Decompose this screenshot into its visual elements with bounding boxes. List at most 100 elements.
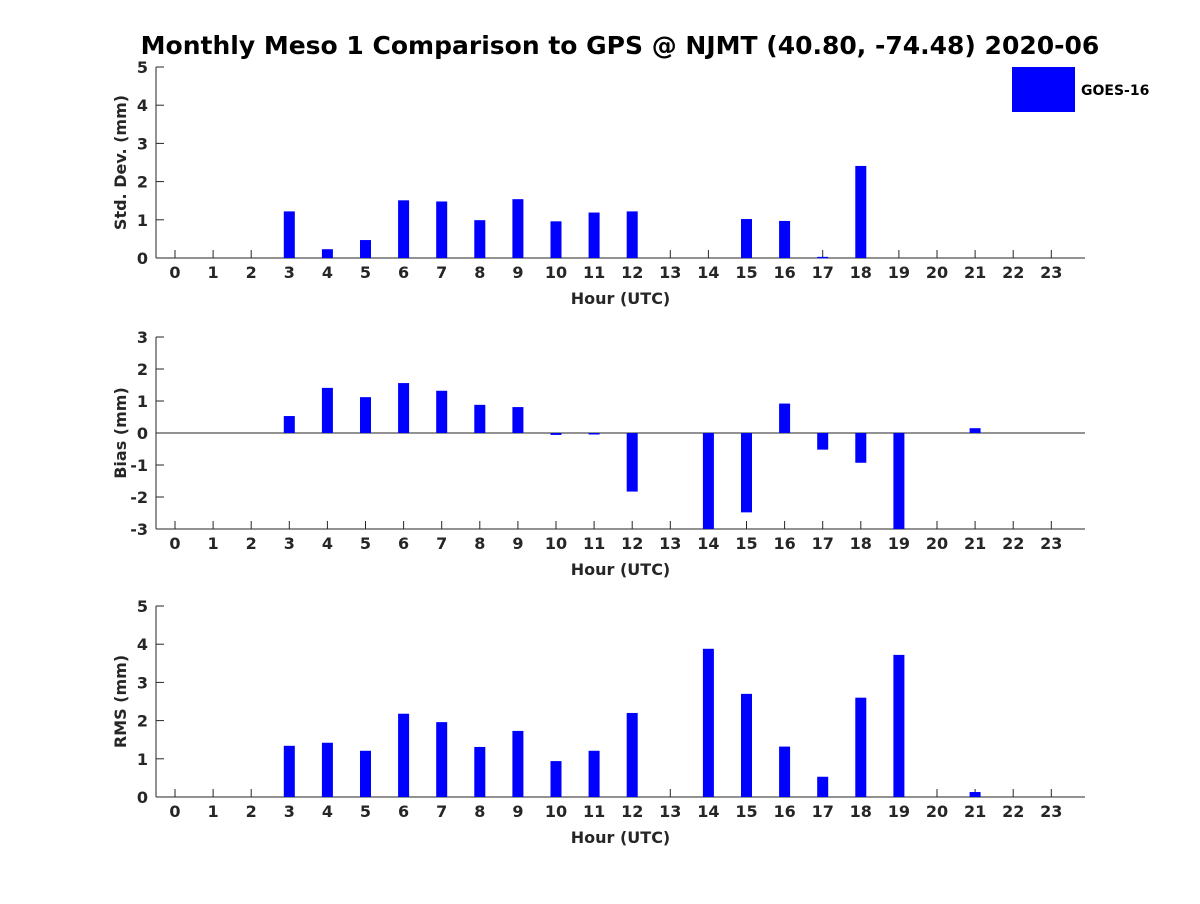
y-tick-label: 2 bbox=[137, 712, 148, 731]
x-tick-label: 14 bbox=[697, 263, 719, 282]
bar-hour-5 bbox=[360, 240, 371, 258]
x-tick-label: 12 bbox=[621, 802, 643, 821]
bar-hour-4 bbox=[321, 742, 333, 797]
x-tick-label: 10 bbox=[545, 263, 567, 282]
bar-hour-10 bbox=[550, 761, 562, 797]
x-tick-label: 18 bbox=[850, 802, 872, 821]
bar-hour-9 bbox=[512, 199, 524, 258]
x-tick-label: 11 bbox=[583, 534, 605, 553]
y-axis-label: Std. Dev. (mm) bbox=[111, 95, 130, 230]
bar-hour-9 bbox=[512, 730, 524, 797]
x-tick-label: 19 bbox=[888, 534, 910, 553]
x-tick-label: 7 bbox=[436, 534, 447, 553]
x-tick-label: 15 bbox=[735, 802, 757, 821]
x-tick-label: 3 bbox=[284, 263, 295, 282]
chart-title: Monthly Meso 1 Comparison to GPS @ NJMT … bbox=[141, 31, 1100, 60]
x-tick-label: 5 bbox=[360, 534, 371, 553]
bar-hour-11 bbox=[588, 750, 600, 797]
bar-hour-7 bbox=[436, 201, 448, 258]
x-tick-label: 22 bbox=[1002, 802, 1024, 821]
x-tick-label: 2 bbox=[246, 534, 257, 553]
x-tick-label: 16 bbox=[773, 263, 795, 282]
bar-hour-8 bbox=[474, 220, 486, 258]
x-tick-label: 4 bbox=[322, 534, 333, 553]
x-tick-label: 19 bbox=[888, 802, 910, 821]
x-tick-label: 7 bbox=[436, 802, 447, 821]
x-tick-label: 0 bbox=[169, 263, 180, 282]
y-tick-label: -2 bbox=[130, 488, 148, 507]
x-tick-label: 17 bbox=[812, 534, 834, 553]
bar-hour-17 bbox=[817, 256, 829, 259]
bar-hour-4 bbox=[321, 387, 333, 433]
x-tick-label: 10 bbox=[545, 534, 567, 553]
y-tick-label: 2 bbox=[137, 173, 148, 192]
bar-hour-11 bbox=[588, 212, 600, 258]
legend-label: GOES-16 bbox=[1081, 83, 1149, 99]
bar-hour-8 bbox=[474, 746, 486, 797]
bar-hour-18 bbox=[855, 433, 867, 463]
x-tick-label: 3 bbox=[284, 534, 295, 553]
bar-hour-21 bbox=[969, 428, 981, 433]
y-tick-label: 3 bbox=[137, 328, 148, 347]
bar-hour-14 bbox=[702, 648, 714, 797]
x-tick-label: 0 bbox=[169, 534, 180, 553]
x-tick-label: 17 bbox=[812, 802, 834, 821]
y-tick-label: 2 bbox=[137, 360, 148, 379]
x-tick-label: 9 bbox=[512, 802, 523, 821]
x-tick-label: 8 bbox=[474, 534, 485, 553]
bar-hour-16 bbox=[779, 403, 791, 433]
x-tick-label: 12 bbox=[621, 534, 643, 553]
bar-hour-15 bbox=[741, 219, 752, 258]
bar-hour-14 bbox=[702, 433, 714, 529]
y-tick-label: 3 bbox=[137, 134, 148, 153]
bar-hour-21 bbox=[969, 792, 981, 797]
bar-hour-3 bbox=[283, 745, 295, 797]
y-tick-label: 4 bbox=[137, 96, 148, 115]
bar-hour-4 bbox=[321, 249, 333, 258]
x-axis-label: Hour (UTC) bbox=[571, 560, 671, 579]
x-tick-label: 23 bbox=[1040, 263, 1062, 282]
x-tick-label: 14 bbox=[697, 802, 719, 821]
x-tick-label: 6 bbox=[398, 802, 409, 821]
bar-hour-5 bbox=[360, 397, 371, 433]
x-tick-label: 1 bbox=[208, 802, 219, 821]
x-tick-label: 13 bbox=[659, 534, 681, 553]
bar-hour-16 bbox=[779, 220, 791, 258]
x-tick-label: 16 bbox=[773, 802, 795, 821]
x-tick-label: 22 bbox=[1002, 534, 1024, 553]
x-tick-label: 23 bbox=[1040, 534, 1062, 553]
y-axis-label: Bias (mm) bbox=[111, 387, 130, 479]
y-tick-label: 0 bbox=[137, 424, 148, 443]
x-tick-label: 6 bbox=[398, 534, 409, 553]
y-tick-label: 3 bbox=[137, 673, 148, 692]
y-axis-label: RMS (mm) bbox=[111, 655, 130, 748]
bar-hour-16 bbox=[779, 746, 791, 797]
x-tick-label: 4 bbox=[322, 263, 333, 282]
x-tick-label: 13 bbox=[659, 263, 681, 282]
x-tick-label: 7 bbox=[436, 263, 447, 282]
x-tick-label: 13 bbox=[659, 802, 681, 821]
x-tick-label: 4 bbox=[322, 802, 333, 821]
x-tick-label: 12 bbox=[621, 263, 643, 282]
bar-hour-8 bbox=[474, 404, 486, 433]
x-tick-label: 18 bbox=[850, 263, 872, 282]
bar-hour-10 bbox=[550, 221, 562, 258]
x-tick-label: 19 bbox=[888, 263, 910, 282]
bar-hour-19 bbox=[893, 654, 905, 797]
x-tick-label: 1 bbox=[208, 534, 219, 553]
x-tick-label: 21 bbox=[964, 534, 986, 553]
x-axis-label: Hour (UTC) bbox=[571, 289, 671, 308]
x-tick-label: 1 bbox=[208, 263, 219, 282]
bar-hour-3 bbox=[283, 416, 295, 433]
x-tick-label: 11 bbox=[583, 802, 605, 821]
x-tick-label: 18 bbox=[850, 534, 872, 553]
x-tick-label: 5 bbox=[360, 802, 371, 821]
y-tick-label: 1 bbox=[137, 750, 148, 769]
bar-hour-12 bbox=[626, 712, 638, 797]
x-tick-label: 2 bbox=[246, 802, 257, 821]
bar-hour-10 bbox=[550, 433, 562, 435]
bar-hour-17 bbox=[817, 776, 829, 797]
x-tick-label: 10 bbox=[545, 802, 567, 821]
